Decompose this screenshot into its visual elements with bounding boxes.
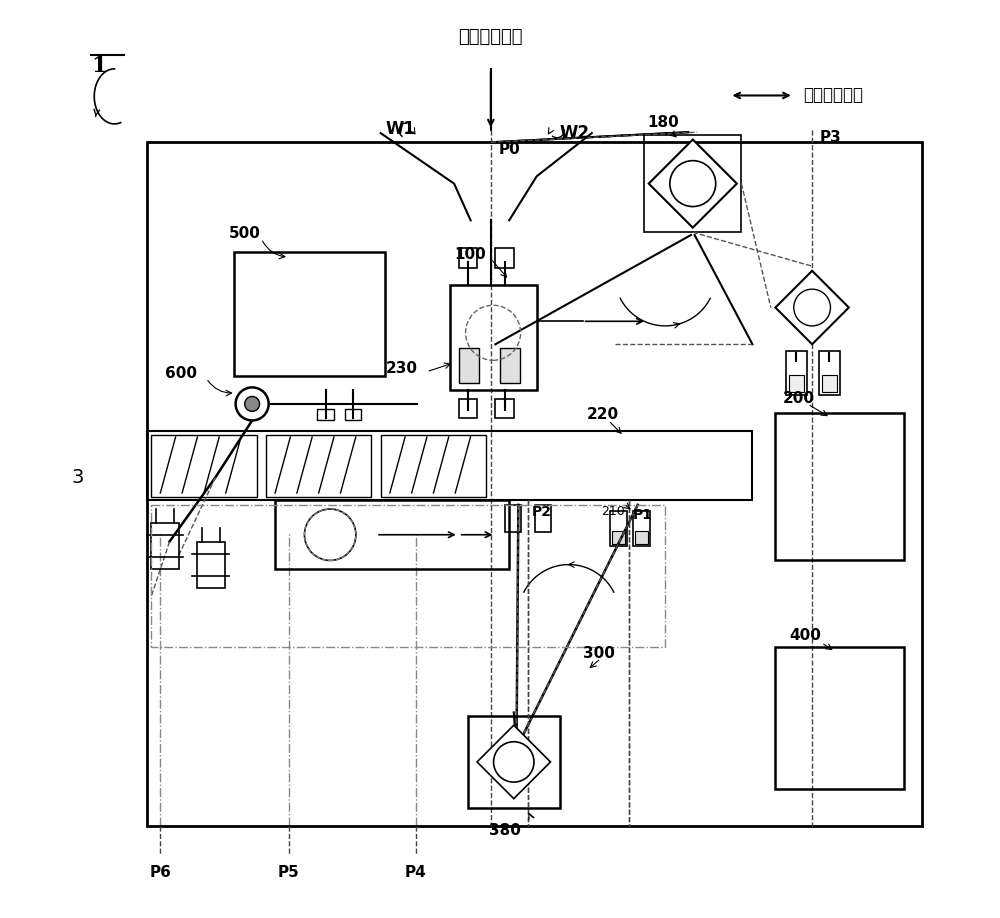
Text: 180: 180 [647,116,679,130]
Text: 300: 300 [583,646,614,661]
Bar [822,375,837,392]
Bar [197,542,225,588]
Bar [450,285,537,390]
Bar [147,142,922,826]
Bar [147,431,752,500]
Text: 380: 380 [489,823,521,838]
Bar [819,351,840,395]
Bar [535,505,551,532]
Polygon shape [477,725,550,799]
Bar [786,351,807,395]
Bar [234,252,385,376]
Bar [775,413,904,560]
Bar [459,248,477,268]
Text: 100: 100 [454,247,486,262]
Bar [495,399,514,418]
Bar [500,348,520,383]
Bar [635,531,648,544]
Bar [505,505,521,532]
Bar [275,500,509,569]
Circle shape [236,387,269,420]
Bar [266,435,371,497]
Text: P0: P0 [498,142,520,157]
Text: 210: 210 [601,505,625,518]
Text: 1: 1 [91,55,107,77]
Text: 装置输送方向: 装置输送方向 [803,86,863,105]
Bar [151,435,257,497]
Text: P2: P2 [532,505,552,519]
Bar [459,399,477,418]
Bar [317,409,334,420]
Bar [151,523,179,569]
Bar [633,511,650,546]
Circle shape [794,289,830,326]
Circle shape [304,509,356,560]
Bar [612,531,625,544]
Text: 3: 3 [72,468,84,487]
Circle shape [670,161,716,207]
Bar [789,375,804,392]
Text: W1: W1 [385,119,415,138]
Text: P1: P1 [633,508,653,521]
Text: P6: P6 [149,865,171,879]
Text: 600: 600 [165,366,197,381]
Polygon shape [649,140,737,228]
Bar [495,248,514,268]
Polygon shape [775,271,849,344]
Bar [775,647,904,789]
Bar [468,716,560,808]
Bar [610,511,627,546]
Text: 电线进给方向: 电线进给方向 [459,28,523,46]
Text: 220: 220 [587,408,619,422]
Text: P3: P3 [819,130,841,145]
Circle shape [245,397,260,411]
Circle shape [494,742,534,782]
Bar [644,135,741,232]
Text: 400: 400 [789,628,821,643]
Text: 230: 230 [385,362,417,376]
Text: 500: 500 [229,227,261,241]
Text: 200: 200 [783,391,815,406]
Text: P4: P4 [405,865,426,879]
Bar [459,348,479,383]
Text: P5: P5 [278,865,300,879]
Bar [345,409,361,420]
Text: W2: W2 [560,124,590,142]
Bar [381,435,486,497]
